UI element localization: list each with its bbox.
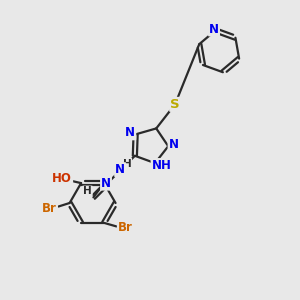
Text: Br: Br (42, 202, 57, 214)
Text: H: H (83, 186, 92, 197)
Text: N: N (101, 177, 111, 190)
Text: N: N (209, 22, 219, 35)
Text: S: S (170, 98, 180, 111)
Text: N: N (115, 163, 125, 176)
Text: HO: HO (52, 172, 72, 184)
Text: H: H (122, 159, 131, 169)
Text: N: N (125, 126, 135, 140)
Text: Br: Br (118, 221, 133, 234)
Text: NH: NH (152, 159, 171, 172)
Text: N: N (169, 138, 178, 151)
